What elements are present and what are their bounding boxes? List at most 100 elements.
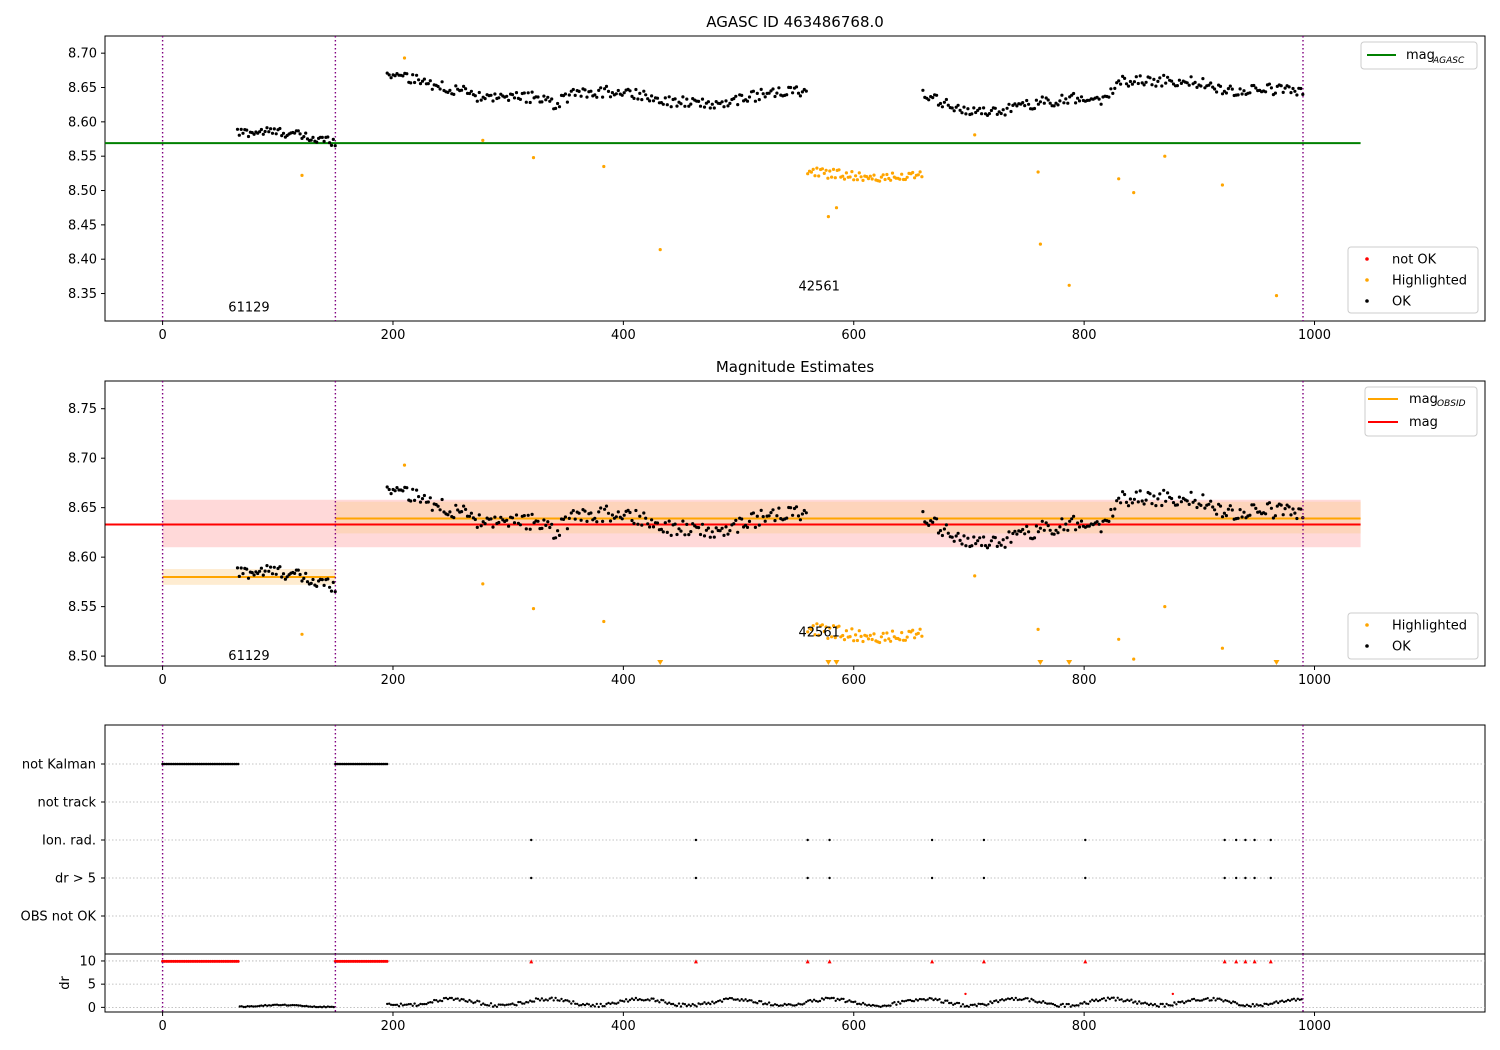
ok-point xyxy=(962,534,966,538)
dr-point xyxy=(305,1004,308,1008)
ok-point xyxy=(438,87,442,91)
ok-point xyxy=(505,518,509,522)
dr-point xyxy=(650,997,653,1000)
not-kalman-point xyxy=(383,762,387,766)
dr-point xyxy=(281,1003,285,1007)
highlighted-point xyxy=(1117,637,1121,641)
ok-point xyxy=(267,569,271,573)
highlighted-point xyxy=(857,629,861,633)
ok-point xyxy=(970,112,974,116)
highlighted-point xyxy=(850,627,854,631)
ok-point xyxy=(1269,86,1273,90)
ok-point xyxy=(311,577,315,582)
ok-point xyxy=(620,93,624,97)
ok-point xyxy=(710,530,714,534)
highlighted-point xyxy=(890,171,895,175)
ok-point xyxy=(283,577,287,581)
ok-point xyxy=(740,517,744,521)
dr-point xyxy=(670,1002,673,1006)
dr-point xyxy=(675,1004,679,1008)
ok-point xyxy=(685,522,689,527)
dr-point xyxy=(497,1003,500,1006)
ok-point xyxy=(940,105,945,109)
dr-point xyxy=(1110,996,1114,999)
ok-point xyxy=(1228,84,1232,88)
ok-point xyxy=(473,94,477,98)
highlighted-point xyxy=(920,634,924,638)
ok-point xyxy=(464,87,468,91)
ok-point xyxy=(550,97,554,101)
dr-point xyxy=(681,1002,685,1005)
ok-point xyxy=(235,127,240,131)
ok-point xyxy=(956,531,960,535)
highlighted-point xyxy=(531,607,536,611)
dr-point xyxy=(1085,1002,1088,1005)
dr-point xyxy=(314,1005,318,1009)
dr-point xyxy=(1102,997,1106,1000)
dr-point xyxy=(542,999,546,1002)
ok-point xyxy=(1138,74,1142,78)
ok-point xyxy=(712,106,716,110)
dr-point xyxy=(950,1001,953,1005)
not-kalman-point xyxy=(341,762,345,766)
dr-point xyxy=(395,1003,399,1006)
dr-point xyxy=(1057,1005,1061,1008)
dr-point xyxy=(470,1000,473,1003)
ok-point xyxy=(644,93,648,97)
dr-point xyxy=(623,1000,626,1003)
highlighted-point xyxy=(844,629,849,633)
ok-point xyxy=(245,567,249,571)
ok-point xyxy=(603,507,607,511)
ok-point xyxy=(632,96,636,100)
dr-point xyxy=(1226,999,1229,1003)
ok-point xyxy=(974,542,978,546)
ok-point xyxy=(1218,84,1223,88)
ok-point xyxy=(331,580,335,585)
ok-point xyxy=(1289,513,1293,517)
dr-point xyxy=(1047,1002,1051,1005)
ok-point xyxy=(720,100,724,104)
dr-point xyxy=(436,1000,440,1003)
ok-point xyxy=(589,511,593,515)
ok-point xyxy=(632,521,636,526)
ok-point xyxy=(1240,515,1244,519)
ok-point xyxy=(1062,101,1066,105)
legend-marker xyxy=(1365,644,1369,648)
legend-label: Highlighted xyxy=(1392,274,1467,289)
ok-point xyxy=(1109,507,1113,512)
ok-point xyxy=(1064,97,1068,101)
dr-point xyxy=(393,1003,397,1007)
ok-point xyxy=(491,99,495,103)
chart-title-magnitude-estimates: Magnitude Estimates xyxy=(716,358,874,376)
flag-label: not track xyxy=(37,796,96,811)
ok-point xyxy=(1136,500,1140,504)
dr-point xyxy=(595,1002,598,1006)
dr-point xyxy=(969,1003,972,1007)
dr-point xyxy=(577,1004,581,1007)
dr-point xyxy=(1282,1000,1286,1004)
ok-point xyxy=(554,536,558,540)
dr-point xyxy=(859,1003,863,1006)
dr-point xyxy=(1263,1002,1266,1005)
highlighted-point xyxy=(841,633,845,638)
dr-point xyxy=(787,1003,790,1006)
ok-point xyxy=(728,529,732,533)
dr-point xyxy=(1210,999,1213,1002)
dr-point xyxy=(1030,997,1033,1001)
ok-point xyxy=(679,102,683,106)
legend-box xyxy=(1347,246,1479,314)
dr-point xyxy=(995,999,998,1002)
ok-point xyxy=(610,513,615,517)
dr-point xyxy=(762,1003,765,1006)
ok-point xyxy=(1254,86,1258,90)
dr-point xyxy=(1157,1005,1161,1008)
highlighted-point xyxy=(834,206,839,210)
dr-point xyxy=(485,1004,489,1007)
ok-point xyxy=(597,88,601,92)
y-tick-label: 8.65 xyxy=(68,81,97,96)
ok-point xyxy=(1254,506,1258,510)
ok-point xyxy=(1019,529,1023,534)
dr-point xyxy=(472,1001,475,1005)
not-kalman-point xyxy=(370,762,374,766)
highlighted-point xyxy=(854,174,858,178)
